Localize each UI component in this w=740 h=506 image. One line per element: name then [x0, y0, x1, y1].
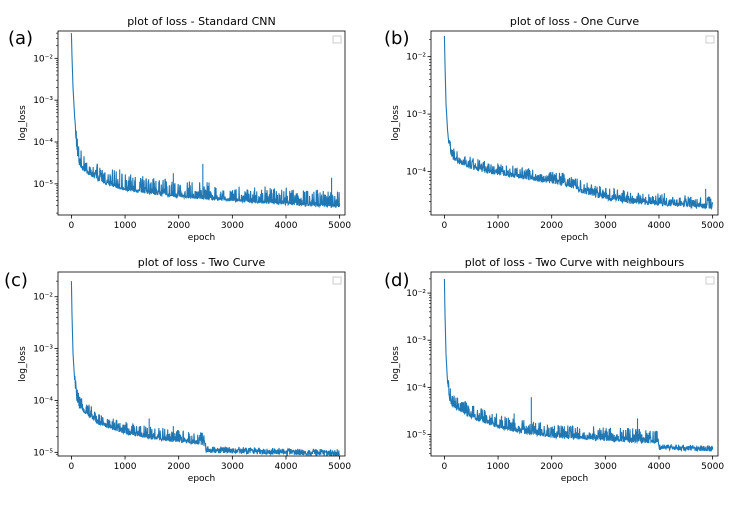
- x-tick-label: 0: [69, 221, 75, 231]
- chart-panel-4: (d) plot of loss - Two Curve with neighbo…: [384, 256, 724, 484]
- x-tick-label: 4000: [275, 221, 298, 231]
- x-tick-label: 0: [442, 462, 448, 472]
- x-tick-label: 2000: [167, 462, 190, 472]
- plot-frame: [430, 30, 719, 216]
- x-axis-label: epoch: [188, 474, 215, 484]
- panel-label: (c): [4, 270, 28, 291]
- x-tick-label: 2000: [540, 221, 563, 231]
- y-tick-label: 10⁻²: [33, 54, 53, 64]
- x-tick-label: 0: [442, 221, 448, 231]
- plot-frame: [430, 271, 719, 457]
- x-tick-label: 1000: [114, 462, 137, 472]
- x-tick-label: 5000: [701, 462, 724, 472]
- chart-title: plot of loss - Two Curve with neighbours: [465, 256, 685, 269]
- panel-label: (a): [8, 28, 33, 49]
- legend-box: [332, 35, 342, 44]
- x-tick-label: 0: [69, 462, 75, 472]
- y-tick-label: 10⁻⁵: [33, 448, 53, 458]
- panel-label: (d): [384, 270, 409, 291]
- y-tick-label: 10⁻⁴: [33, 138, 53, 148]
- chart-title: plot of loss - One Curve: [510, 15, 639, 28]
- x-tick-label: 3000: [221, 462, 244, 472]
- x-tick-label: 4000: [275, 462, 298, 472]
- plot-frame: [57, 30, 346, 216]
- chart-panel-2: (b) plot of loss - One Curve 0 1000 2000 3000…: [384, 15, 724, 243]
- x-tick-label: 5000: [328, 221, 351, 231]
- legend-box: [705, 35, 715, 44]
- x-tick-label: 1000: [487, 462, 510, 472]
- y-axis-label: log_loss: [18, 346, 28, 382]
- y-tick-label: 10⁻³: [33, 345, 53, 355]
- chart-title: plot of loss - Two Curve: [138, 256, 266, 269]
- x-tick-label: 1000: [487, 221, 510, 231]
- x-axis-label: epoch: [561, 233, 588, 243]
- loss-line: [443, 278, 714, 453]
- chart-panel-1: (a) plot of loss - Standard CNN 0 1000 2000 3…: [8, 15, 351, 243]
- x-tick-label: 4000: [648, 462, 671, 472]
- x-tick-label: 1000: [114, 221, 137, 231]
- y-tick-label: 10⁻⁵: [406, 431, 426, 441]
- y-tick-label: 10⁻³: [406, 110, 426, 120]
- x-tick-label: 2000: [540, 462, 563, 472]
- y-axis-label: log_loss: [391, 346, 401, 382]
- x-tick-label: 2000: [167, 221, 190, 231]
- y-tick-label: 10⁻⁴: [33, 396, 53, 406]
- y-tick-label: 10⁻²: [406, 53, 426, 63]
- y-tick-label: 10⁻²: [406, 289, 426, 299]
- plot-frame: [57, 271, 346, 457]
- x-tick-label: 3000: [221, 221, 244, 231]
- x-tick-label: 3000: [594, 462, 617, 472]
- x-tick-label: 5000: [328, 462, 351, 472]
- y-tick-label: 10⁻⁴: [406, 383, 426, 393]
- legend-box: [705, 276, 715, 285]
- y-axis-label: log_loss: [18, 105, 28, 141]
- y-tick-label: 10⁻⁵: [33, 180, 53, 190]
- chart-title: plot of loss - Standard CNN: [127, 15, 276, 28]
- loss-line: [70, 33, 341, 209]
- loss-line: [443, 35, 714, 211]
- legend-box: [332, 276, 342, 285]
- x-axis-label: epoch: [188, 233, 215, 243]
- x-tick-label: 3000: [594, 221, 617, 231]
- chart-panel-3: (c) plot of loss - Two Curve 0 1000 2000 3000…: [4, 256, 351, 484]
- y-tick-label: 10⁻²: [33, 293, 53, 303]
- loss-line: [70, 281, 340, 456]
- y-tick-label: 10⁻³: [33, 96, 53, 106]
- y-axis-label: log_loss: [391, 105, 401, 141]
- y-tick-label: 10⁻³: [406, 336, 426, 346]
- x-axis-label: epoch: [561, 474, 588, 484]
- y-tick-label: 10⁻⁴: [406, 168, 426, 178]
- x-tick-label: 4000: [648, 221, 671, 231]
- x-tick-label: 5000: [701, 221, 724, 231]
- panel-label: (b): [384, 28, 409, 49]
